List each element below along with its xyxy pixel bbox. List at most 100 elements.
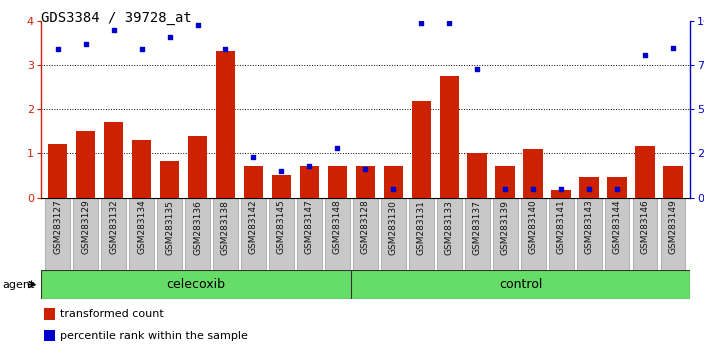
Text: GSM283140: GSM283140 (529, 200, 538, 255)
Text: GSM283130: GSM283130 (389, 200, 398, 255)
Point (667, 45, 679, 51)
Text: GSM283145: GSM283145 (277, 200, 286, 255)
Bar (157, 198, 182, 270)
Bar (465, 198, 489, 270)
Bar (241, 198, 266, 270)
Bar (384, 166, 403, 198)
Bar (549, 198, 574, 270)
Text: agent: agent (2, 280, 34, 290)
Text: GSM283133: GSM283133 (445, 200, 454, 255)
Bar (73, 198, 98, 270)
Point (304, 163, 315, 169)
Bar (76, 131, 95, 198)
Bar (577, 198, 601, 270)
Bar (244, 166, 263, 198)
Point (248, 154, 259, 160)
Bar (185, 198, 210, 270)
Text: GSM283127: GSM283127 (53, 200, 62, 255)
Bar (661, 198, 686, 270)
Text: GSM283144: GSM283144 (612, 200, 622, 254)
Bar (48, 144, 68, 198)
Bar (493, 198, 517, 270)
Bar (272, 176, 291, 198)
Bar (412, 101, 431, 198)
Bar (327, 166, 347, 198)
Bar (467, 154, 487, 198)
Bar (132, 140, 151, 198)
Text: GSM283132: GSM283132 (109, 200, 118, 255)
Point (527, 186, 539, 192)
Point (192, 22, 203, 28)
Point (555, 186, 567, 192)
Bar (636, 145, 655, 198)
Text: GSM283131: GSM283131 (417, 200, 426, 255)
Point (472, 66, 483, 72)
Point (612, 186, 623, 192)
Point (415, 20, 427, 26)
Bar (215, 51, 235, 198)
Bar (409, 198, 434, 270)
Point (500, 186, 511, 192)
Bar (663, 166, 683, 198)
Point (52, 47, 63, 52)
Bar (439, 76, 459, 198)
Text: transformed count: transformed count (61, 309, 164, 319)
Text: GSM283146: GSM283146 (641, 200, 650, 255)
Bar (353, 198, 377, 270)
Text: percentile rank within the sample: percentile rank within the sample (61, 331, 249, 341)
Text: GSM283134: GSM283134 (137, 200, 146, 255)
Text: GSM283138: GSM283138 (221, 200, 230, 255)
Text: GSM283147: GSM283147 (305, 200, 314, 255)
Bar (356, 166, 375, 198)
Bar (213, 198, 238, 270)
Bar (605, 198, 629, 270)
Text: GDS3384 / 39728_at: GDS3384 / 39728_at (41, 11, 191, 25)
Text: GSM283139: GSM283139 (501, 200, 510, 255)
Point (108, 27, 119, 33)
Bar (579, 177, 599, 198)
Point (639, 52, 650, 58)
Point (388, 186, 399, 192)
Bar (300, 166, 319, 198)
Bar (325, 198, 350, 270)
Point (332, 145, 343, 151)
Bar (496, 166, 515, 198)
Point (164, 34, 175, 40)
Point (136, 47, 147, 52)
Text: GSM283129: GSM283129 (81, 200, 90, 255)
Point (584, 186, 595, 192)
Text: GSM283137: GSM283137 (473, 200, 482, 255)
Bar (45, 198, 70, 270)
Bar (608, 177, 627, 198)
Bar (44, 308, 55, 320)
Bar (160, 161, 180, 198)
Bar (437, 198, 462, 270)
Text: GSM283128: GSM283128 (361, 200, 370, 255)
Text: GSM283135: GSM283135 (165, 200, 174, 255)
Bar (130, 198, 154, 270)
Text: GSM283149: GSM283149 (669, 200, 678, 255)
Bar (521, 198, 546, 270)
Bar (103, 122, 123, 198)
Point (444, 20, 455, 26)
Text: control: control (499, 278, 542, 291)
Point (220, 47, 231, 52)
Bar (297, 198, 322, 270)
Text: GSM283148: GSM283148 (333, 200, 342, 255)
Point (360, 166, 371, 172)
Bar (551, 190, 571, 198)
Text: GSM283142: GSM283142 (249, 200, 258, 254)
Point (276, 168, 287, 174)
Text: GSM283141: GSM283141 (557, 200, 566, 255)
Bar (381, 198, 406, 270)
Bar (269, 198, 294, 270)
Bar (44, 330, 55, 341)
Point (80, 41, 92, 47)
Bar (524, 149, 543, 198)
Text: celecoxib: celecoxib (167, 278, 225, 291)
Bar (633, 198, 658, 270)
Text: GSM283143: GSM283143 (585, 200, 593, 255)
Bar (101, 198, 126, 270)
Text: GSM283136: GSM283136 (193, 200, 202, 255)
Bar (188, 136, 207, 198)
